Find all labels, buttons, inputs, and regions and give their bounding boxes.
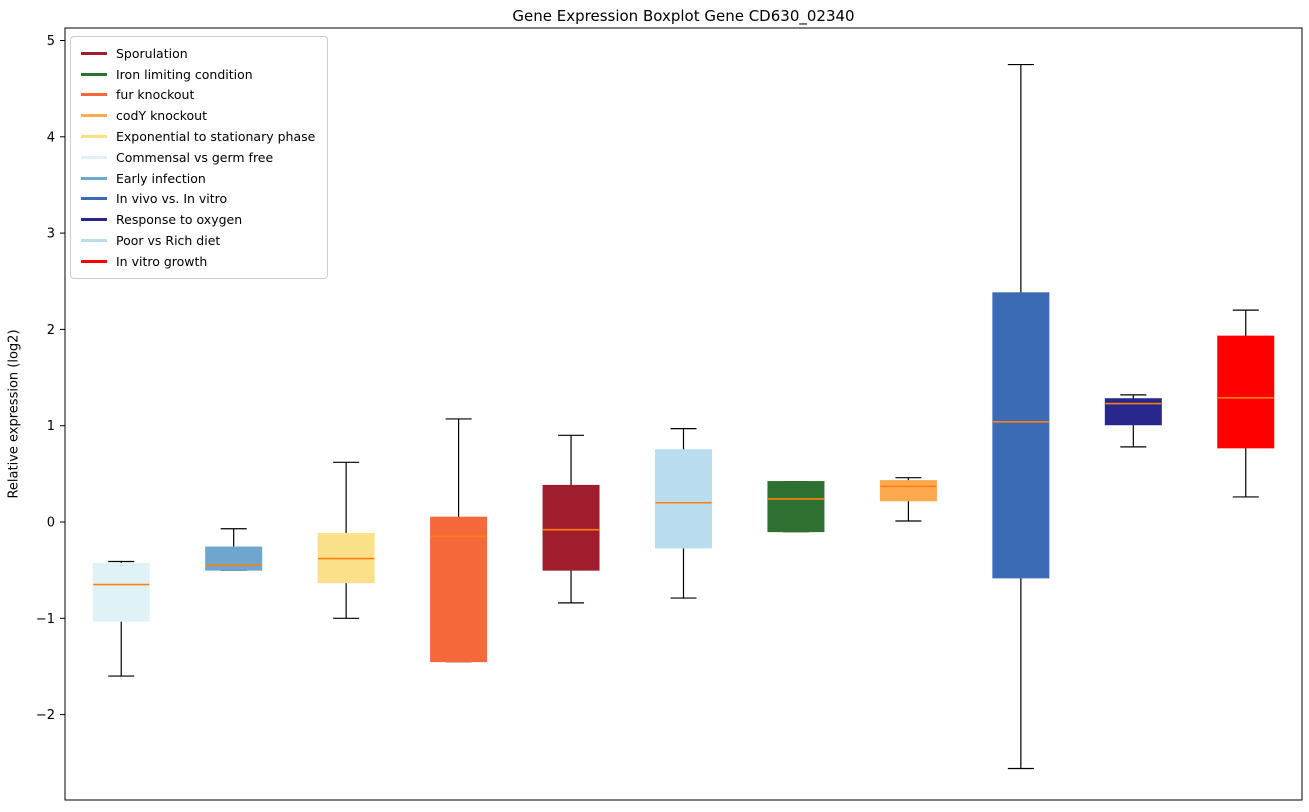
- y-tick-label: −2: [36, 708, 55, 723]
- boxplot-box: [542, 484, 600, 571]
- legend-swatch: [81, 93, 107, 97]
- boxplot-box: [92, 562, 150, 622]
- boxplot-box: [1217, 335, 1275, 449]
- y-tick-label: 2: [47, 323, 55, 338]
- y-tick-label: 1: [47, 419, 55, 434]
- boxplot-box: [992, 292, 1050, 579]
- legend-swatch: [81, 51, 107, 55]
- legend-swatch: [81, 218, 107, 222]
- legend-item: In vitro growth: [81, 251, 315, 272]
- legend-swatch: [81, 72, 107, 76]
- legend-item: Commensal vs germ free: [81, 147, 315, 168]
- legend-item: Poor vs Rich diet: [81, 230, 315, 251]
- y-tick-label: 0: [47, 516, 55, 531]
- boxplot-box: [767, 481, 825, 533]
- legend-label: Exponential to stationary phase: [116, 129, 316, 145]
- legend-swatch: [81, 135, 107, 139]
- boxplot-box: [1104, 398, 1162, 426]
- axes-frame: [64, 27, 1303, 801]
- legend-swatch: [81, 239, 107, 243]
- y-tick-label: −1: [36, 612, 55, 627]
- legend-item: Early infection: [81, 168, 315, 189]
- legend-item: In vivo vs. In vitro: [81, 189, 315, 210]
- boxplot-box: [205, 546, 263, 571]
- legend-item: codY knockout: [81, 105, 315, 126]
- legend-label: In vivo vs. In vitro: [116, 191, 228, 207]
- legend-label: fur knockout: [116, 87, 195, 103]
- legend-item: Exponential to stationary phase: [81, 126, 315, 147]
- legend-label: Sporulation: [116, 45, 188, 61]
- chart-title: Gene Expression Boxplot Gene CD630_02340: [512, 7, 855, 25]
- legend-swatch: [81, 176, 107, 180]
- legend: Sporulation Iron limiting condition fur kn…: [70, 36, 329, 279]
- y-tick-label: 5: [47, 34, 55, 49]
- legend-label: Response to oxygen: [116, 212, 243, 228]
- legend-swatch: [81, 259, 107, 263]
- legend-swatch: [81, 155, 107, 159]
- legend-item: Response to oxygen: [81, 209, 315, 230]
- legend-label: In vitro growth: [116, 253, 208, 269]
- legend-item: Iron limiting condition: [81, 64, 315, 85]
- y-tick-label: 4: [47, 130, 55, 145]
- y-tick-label: 3: [47, 227, 55, 242]
- boxplot-box: [430, 516, 488, 663]
- boxplot-box: [655, 449, 712, 549]
- legend-item: fur knockout: [81, 85, 315, 106]
- legend-swatch: [81, 114, 107, 118]
- legend-label: Poor vs Rich diet: [116, 233, 221, 249]
- legend-label: Iron limiting condition: [116, 66, 253, 82]
- legend-label: codY knockout: [116, 108, 208, 124]
- legend-swatch: [81, 197, 107, 201]
- legend-label: Commensal vs germ free: [116, 149, 274, 165]
- boxplot-box: [879, 480, 937, 502]
- legend-item: Sporulation: [81, 43, 315, 64]
- legend-label: Early infection: [116, 170, 206, 186]
